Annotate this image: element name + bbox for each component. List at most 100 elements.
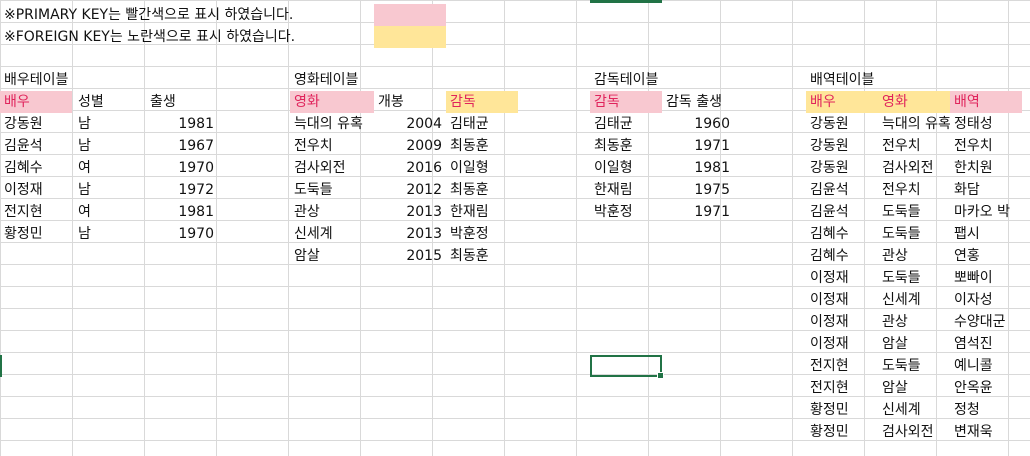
movie-cell-director[interactable]: 최동훈 (450, 248, 489, 264)
movie-cell-movie[interactable]: 검사외전 (294, 160, 346, 176)
primary-key-note[interactable]: ※PRIMARY KEY는 빨간색으로 표시 하였습니다. (4, 7, 294, 23)
director-cell-birth[interactable]: 1971 (694, 204, 730, 220)
movie-cell-director[interactable]: 한재림 (450, 204, 489, 220)
role-cell-movie[interactable]: 관상 (882, 314, 908, 330)
director-cell-birth[interactable]: 1981 (694, 160, 730, 176)
role-cell-role[interactable]: 한치원 (954, 160, 993, 176)
movie-cell-director[interactable]: 박훈정 (450, 226, 489, 242)
actor-table-title[interactable]: 배우테이블 (4, 72, 69, 88)
role-cell-role[interactable]: 뽀빠이 (954, 270, 993, 286)
actor-cell-gender[interactable]: 남 (78, 226, 91, 242)
director-cell-birth[interactable]: 1975 (694, 182, 730, 198)
movie-cell-movie[interactable]: 관상 (294, 204, 320, 220)
director-cell-birth[interactable]: 1960 (694, 116, 730, 132)
role-cell-role[interactable]: 정청 (954, 402, 980, 418)
actor-cell-birth[interactable]: 1981 (178, 116, 214, 132)
role-cell-movie[interactable]: 검사외전 (882, 424, 934, 440)
actor-cell-gender[interactable]: 여 (78, 204, 91, 220)
role-cell-actor[interactable]: 이정재 (810, 336, 849, 352)
role-cell-actor[interactable]: 전지현 (810, 380, 849, 396)
role-cell-actor[interactable]: 이정재 (810, 292, 849, 308)
role-cell-movie[interactable]: 전우치 (882, 138, 921, 154)
director-cell-director[interactable]: 한재림 (594, 182, 633, 198)
role-cell-movie[interactable]: 늑대의 유혹 (882, 116, 950, 132)
movie-cell-movie[interactable]: 도둑들 (294, 182, 333, 198)
role-cell-actor[interactable]: 김혜수 (810, 248, 849, 264)
role-cell-role[interactable]: 안옥윤 (954, 380, 993, 396)
actor-header-actor[interactable]: 배우 (0, 91, 72, 113)
role-cell-role[interactable]: 정태성 (954, 116, 993, 132)
role-cell-movie[interactable]: 도둑들 (882, 270, 921, 286)
director-header-birth[interactable]: 감독 출생 (666, 94, 722, 110)
actor-cell-actor[interactable]: 전지현 (4, 204, 43, 220)
role-cell-movie[interactable]: 도둑들 (882, 204, 921, 220)
movie-cell-release[interactable]: 2004 (406, 116, 442, 132)
movie-cell-movie[interactable]: 전우치 (294, 138, 333, 154)
role-cell-role[interactable]: 마카오 박 (954, 204, 1010, 220)
movie-cell-release[interactable]: 2015 (406, 248, 442, 264)
role-cell-role[interactable]: 화담 (954, 182, 980, 198)
movie-cell-release[interactable]: 2016 (406, 160, 442, 176)
role-cell-movie[interactable]: 도둑들 (882, 226, 921, 242)
role-cell-actor[interactable]: 강동원 (810, 160, 849, 176)
movie-cell-release[interactable]: 2013 (406, 204, 442, 220)
selected-cell-cursor[interactable] (590, 355, 664, 379)
actor-cell-birth[interactable]: 1970 (178, 160, 214, 176)
actor-cell-gender[interactable]: 남 (78, 138, 91, 154)
foreign-key-color-swatch[interactable] (374, 26, 446, 48)
role-cell-movie[interactable]: 신세계 (882, 402, 921, 418)
role-cell-movie[interactable]: 관상 (882, 248, 908, 264)
role-cell-role[interactable]: 팹시 (954, 226, 980, 242)
director-table-title[interactable]: 감독테이블 (594, 72, 659, 88)
movie-header-release[interactable]: 개봉 (378, 94, 404, 110)
director-header-director[interactable]: 감독 (590, 91, 662, 113)
movie-cell-director[interactable]: 최동훈 (450, 138, 489, 154)
role-cell-movie[interactable]: 검사외전 (882, 160, 934, 176)
actor-cell-actor[interactable]: 김혜수 (4, 160, 43, 176)
role-cell-actor[interactable]: 황정민 (810, 402, 849, 418)
movie-cell-movie[interactable]: 암살 (294, 248, 320, 264)
role-header-role[interactable]: 배역 (950, 91, 1022, 113)
director-cell-director[interactable]: 김태균 (594, 116, 633, 132)
movie-header-movie[interactable]: 영화 (290, 91, 374, 113)
movie-cell-release[interactable]: 2009 (406, 138, 442, 154)
role-cell-actor[interactable]: 황정민 (810, 424, 849, 440)
role-cell-role[interactable]: 예니콜 (954, 358, 993, 374)
role-cell-role[interactable]: 수양대군 (954, 314, 1006, 330)
movie-cell-movie[interactable]: 늑대의 유혹 (294, 116, 363, 132)
director-cell-director[interactable]: 박훈정 (594, 204, 633, 220)
role-cell-actor[interactable]: 강동원 (810, 138, 849, 154)
movie-cell-director[interactable]: 이일형 (450, 160, 489, 176)
actor-header-gender[interactable]: 성별 (78, 94, 104, 110)
director-cell-birth[interactable]: 1971 (694, 138, 730, 154)
role-cell-movie[interactable]: 도둑들 (882, 358, 921, 374)
actor-cell-actor[interactable]: 김윤석 (4, 138, 43, 154)
actor-header-birth[interactable]: 출생 (150, 94, 176, 110)
movie-cell-director[interactable]: 최동훈 (450, 182, 489, 198)
role-cell-actor[interactable]: 이정재 (810, 270, 849, 286)
actor-cell-gender[interactable]: 여 (78, 160, 91, 176)
role-cell-actor[interactable]: 이정재 (810, 314, 849, 330)
director-cell-director[interactable]: 이일형 (594, 160, 633, 176)
primary-key-color-swatch[interactable] (374, 4, 446, 26)
role-table-title[interactable]: 배역테이블 (810, 72, 875, 88)
actor-cell-gender[interactable]: 남 (78, 182, 91, 198)
movie-cell-release[interactable]: 2013 (406, 226, 442, 242)
movie-table-title[interactable]: 영화테이블 (294, 72, 359, 88)
role-cell-movie[interactable]: 신세계 (882, 292, 921, 308)
fill-handle[interactable] (657, 372, 664, 379)
actor-cell-actor[interactable]: 이정재 (4, 182, 43, 198)
movie-cell-director[interactable]: 김태균 (450, 116, 489, 132)
role-cell-movie[interactable]: 암살 (882, 336, 908, 352)
role-cell-movie[interactable]: 암살 (882, 380, 908, 396)
role-cell-role[interactable]: 변재욱 (954, 424, 993, 440)
role-cell-actor[interactable]: 김윤석 (810, 182, 849, 198)
movie-cell-release[interactable]: 2012 (406, 182, 442, 198)
director-cell-director[interactable]: 최동훈 (594, 138, 633, 154)
actor-cell-birth[interactable]: 1970 (178, 226, 214, 242)
actor-cell-birth[interactable]: 1981 (178, 204, 214, 220)
role-header-movie[interactable]: 영화 (878, 91, 950, 113)
movie-cell-movie[interactable]: 신세계 (294, 226, 333, 242)
role-cell-role[interactable]: 이자성 (954, 292, 993, 308)
